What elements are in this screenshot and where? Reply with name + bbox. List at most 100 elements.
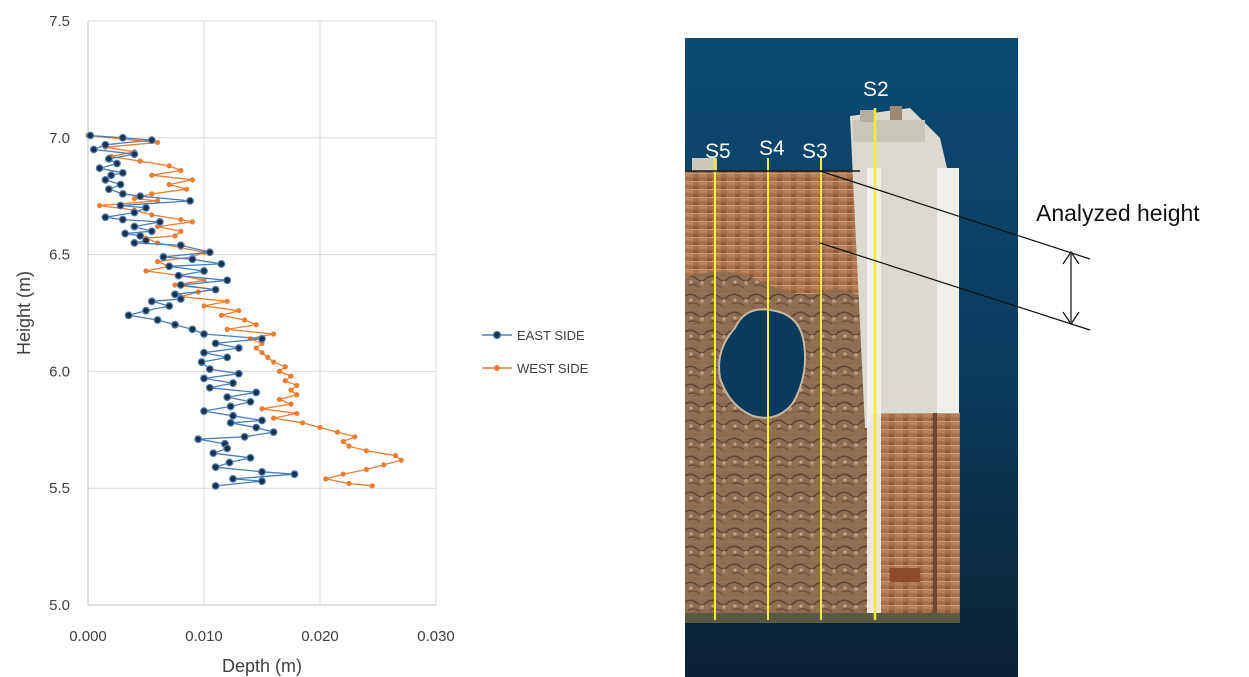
data-point [223,393,232,401]
data-point [352,434,358,440]
data-point [276,368,282,374]
data-point [211,463,220,472]
y-tick-label: 6.5 [49,247,70,264]
data-point [149,191,155,197]
data-point [205,383,214,392]
y-tick-labels: 5.0 5.5 6.0 6.5 7.0 7.5 [49,13,70,614]
data-point [171,290,179,299]
data-point [223,444,232,453]
data-point [288,373,294,379]
data-point [155,139,161,146]
x-tick-labels: 0.000 0.010 0.020 0.030 [69,628,455,645]
data-point [104,185,113,194]
y-tick-label: 5.0 [49,597,70,614]
data-point [300,420,306,426]
data-point [209,449,218,458]
legend-item-west: WEST SIDE [482,361,589,376]
data-point [290,470,299,479]
data-point [176,281,185,289]
x-tick-label: 0.000 [69,628,107,645]
data-point [200,348,208,357]
data-point [178,167,184,174]
data-point [317,424,323,431]
data-point [259,350,265,356]
data-point [97,202,103,209]
data-point [226,418,235,427]
data-point [271,331,277,337]
data-point [121,229,130,238]
data-point [223,276,232,285]
data-point [197,358,206,366]
data-point [130,239,139,247]
data-point [226,402,235,411]
data-point [271,359,277,365]
data-point [363,448,369,454]
data-point [176,295,185,303]
data-point [236,308,242,314]
data-point [104,154,113,163]
data-point [246,397,255,406]
data-point [258,334,266,343]
data-point [130,208,139,217]
x-tick-label: 0.020 [301,628,339,645]
data-point [200,267,208,275]
data-point [186,196,194,205]
data-point [229,474,237,483]
section-label-s2: S2 [863,78,889,101]
data-point [178,216,184,223]
data-point [224,298,230,304]
chart-legend: EAST SIDE WEST SIDE [482,328,589,376]
data-point [130,150,139,159]
data-point [184,186,190,192]
data-point [242,317,248,323]
data-point [153,316,162,324]
y-axis-title: Height (m) [14,271,34,355]
height-depth-chart: 5.05.56.06.57.07.5 0.000 0.010 0.020 0.030 … [14,13,589,676]
data-point [211,481,220,490]
section-label-s4: S4 [759,137,785,160]
data-point [143,268,149,274]
data-point [252,388,261,397]
data-point [258,416,266,425]
data-point [234,344,243,352]
data-point [165,262,174,271]
data-point [334,429,340,435]
data-point [136,192,145,201]
analyzed-height-label: Analyzed height [1036,200,1200,226]
data-point [369,483,375,489]
data-point [271,415,277,421]
data-point [171,320,179,329]
x-tick-label: 0.030 [417,628,455,645]
data-point [188,325,197,334]
data-point [116,201,125,210]
data-point [253,322,259,328]
data-point [346,480,352,487]
data-point [176,241,185,250]
data-point [142,306,150,315]
data-point [149,172,155,178]
data-point [165,302,174,310]
data-point [118,215,127,224]
data-point [116,180,125,189]
data-point [223,353,232,362]
data-point [188,255,197,264]
data-point [107,171,116,180]
data-point [118,189,127,198]
data-point [265,354,271,360]
data-point [147,227,156,236]
data-point [246,453,255,462]
legend-label-east: EAST SIDE [517,328,585,343]
x-axis-title: Depth (m) [222,656,302,676]
data-point [149,212,155,218]
data-point [147,297,156,306]
data-point [159,253,168,261]
data-point [282,364,288,370]
wall-photo: S2 S3 S4 S5 [685,38,1018,677]
data-point [211,285,220,294]
data-point [101,140,110,149]
data-point [89,145,98,154]
data-point [294,392,300,398]
data-point [130,222,139,231]
data-point [200,330,208,338]
data-point [136,232,145,240]
